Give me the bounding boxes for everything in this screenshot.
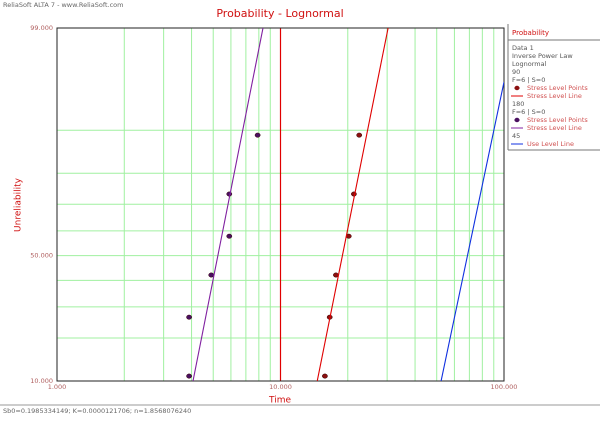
x-tick-label: 10.000 bbox=[269, 383, 292, 391]
data-point bbox=[322, 373, 328, 379]
footer: Sb0=0.1985334149; K=0.0000121706; n=1.85… bbox=[3, 407, 191, 415]
x-axis-label: Time bbox=[268, 396, 291, 406]
legend-text: F=6 | S=0 bbox=[512, 76, 545, 84]
plot-frame bbox=[56, 27, 505, 382]
header: ReliaSoft ALTA 7 - www.ReliaSoft.com bbox=[3, 1, 124, 9]
x-tick-label: 100.000 bbox=[491, 383, 518, 391]
y-tick-label: 50.000 bbox=[30, 252, 53, 260]
data-point bbox=[186, 314, 192, 320]
data-point bbox=[208, 272, 215, 278]
legend-text: Stress Level Points bbox=[527, 116, 588, 124]
y-tick-label: 10.000 bbox=[30, 377, 53, 385]
legend-text: Lognormal bbox=[512, 60, 547, 68]
legend-text: F=6 | S=0 bbox=[512, 108, 545, 116]
fit-line bbox=[440, 81, 504, 381]
x-tick-label: 1.000 bbox=[48, 383, 67, 391]
legend-text: Inverse Power Law bbox=[512, 52, 573, 60]
y-tick-label: 99.000 bbox=[30, 24, 53, 32]
legend-title: Probability bbox=[512, 29, 549, 37]
chart-title: Probability - Lognormal bbox=[216, 7, 343, 20]
legend-text: Stress Level Line bbox=[527, 124, 582, 132]
data-point bbox=[226, 233, 233, 239]
legend-text: Stress Level Points bbox=[527, 84, 588, 92]
legend-marker bbox=[514, 117, 520, 123]
fit-line bbox=[192, 28, 264, 381]
legend-text: 180 bbox=[512, 100, 524, 108]
data-point bbox=[351, 191, 357, 197]
legend-text: 45 bbox=[512, 132, 520, 140]
fit-line bbox=[316, 28, 389, 381]
data-point bbox=[186, 373, 192, 379]
y-axis-label: Unreliability bbox=[14, 177, 24, 232]
legend-text: 90 bbox=[512, 68, 520, 76]
legend-marker bbox=[514, 85, 520, 91]
legend-text: Data 1 bbox=[512, 44, 534, 52]
legend-text: Stress Level Line bbox=[527, 92, 582, 100]
data-point bbox=[254, 132, 261, 138]
legend-text: Use Level Line bbox=[527, 140, 574, 148]
data-point bbox=[356, 132, 363, 138]
